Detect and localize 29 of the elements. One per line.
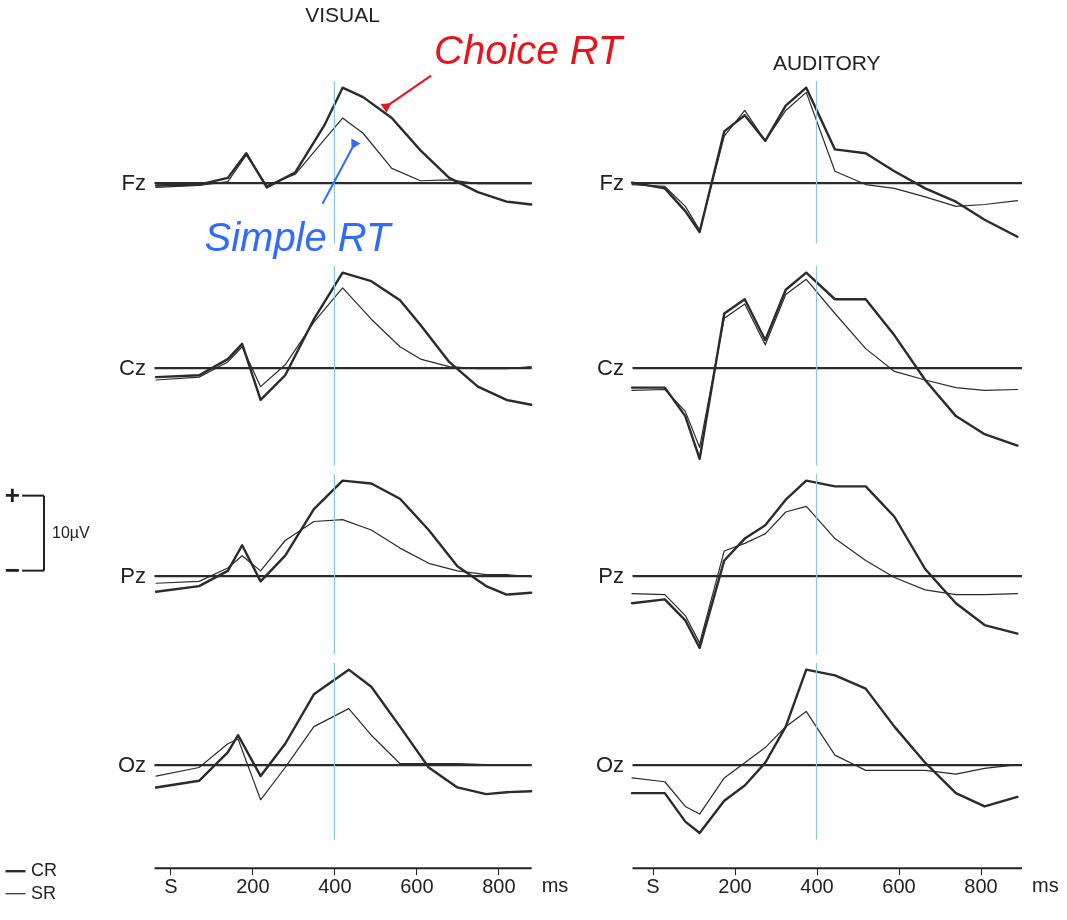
chart-title: AUDITORY bbox=[772, 51, 881, 75]
x-tick-label: 200 bbox=[718, 875, 752, 898]
y-axis-title: Oz bbox=[595, 751, 624, 777]
x-tick-label: 400 bbox=[800, 875, 834, 898]
text: 10µV bbox=[52, 524, 91, 542]
x-axis-title: ms bbox=[541, 874, 569, 897]
x-tick-label: 600 bbox=[882, 875, 916, 898]
text: + bbox=[4, 479, 20, 510]
y-axis-title: Oz bbox=[117, 751, 146, 777]
x-tick-label: S bbox=[164, 875, 178, 898]
annotation: Choice RT bbox=[434, 27, 625, 72]
text: − bbox=[4, 554, 20, 585]
y-axis-title: Fz bbox=[121, 169, 146, 195]
x-tick-label: 800 bbox=[482, 875, 516, 898]
x-tick-label: 800 bbox=[964, 875, 998, 898]
legend-label: SR bbox=[31, 882, 57, 903]
y-axis-title: Cz bbox=[597, 354, 624, 380]
x-tick-label: 600 bbox=[400, 875, 434, 898]
annotation: Simple RT bbox=[204, 214, 394, 259]
y-axis-title: Fz bbox=[599, 169, 624, 195]
chart-title: VISUAL bbox=[305, 2, 380, 26]
legend-label: CR bbox=[31, 860, 57, 881]
x-tick-label: S bbox=[646, 875, 660, 898]
y-axis-title: Pz bbox=[120, 562, 146, 588]
y-axis-title: Cz bbox=[119, 354, 146, 380]
y-axis-title: Pz bbox=[598, 562, 624, 588]
x-axis-title: ms bbox=[1032, 874, 1059, 897]
x-tick-label: 400 bbox=[318, 875, 352, 898]
x-tick-label: 200 bbox=[236, 875, 270, 898]
